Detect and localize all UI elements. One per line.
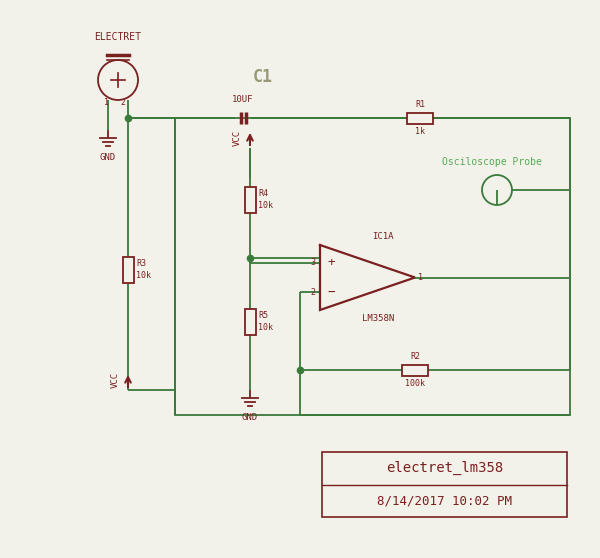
Bar [175, 118, 570, 415]
Text: R4: R4 [258, 190, 268, 199]
Text: ELECTRET: ELECTRET [95, 32, 142, 42]
Text: LM358N: LM358N [362, 314, 394, 323]
Text: R1: R1 [415, 100, 425, 109]
Text: 10k: 10k [136, 272, 151, 281]
Text: 3: 3 [310, 258, 315, 267]
Text: R3: R3 [136, 259, 146, 268]
Text: 1: 1 [418, 273, 423, 282]
Text: GND: GND [100, 153, 116, 162]
Text: VCC: VCC [233, 130, 242, 146]
Text: 10k: 10k [258, 201, 273, 210]
Text: +: + [327, 256, 335, 269]
Bar [322, 452, 567, 517]
Text: 1k: 1k [415, 127, 425, 136]
Bar [407, 113, 433, 123]
Text: VCC: VCC [111, 372, 120, 388]
Text: electret_lm358: electret_lm358 [386, 461, 503, 475]
Text: IC1A: IC1A [372, 232, 394, 241]
Text: C1: C1 [253, 68, 273, 86]
Text: 8/14/2017 10:02 PM: 8/14/2017 10:02 PM [377, 494, 512, 507]
Text: 2: 2 [310, 288, 315, 297]
Bar [245, 187, 256, 213]
Text: R5: R5 [258, 311, 268, 320]
Text: 10UF: 10UF [232, 95, 254, 104]
Text: R2: R2 [410, 352, 420, 361]
Text: Osciloscope Probe: Osciloscope Probe [442, 157, 542, 167]
Text: 10k: 10k [258, 324, 273, 333]
Bar [245, 309, 256, 335]
Text: 100k: 100k [405, 379, 425, 388]
Text: 2: 2 [120, 98, 125, 107]
Text: GND: GND [242, 413, 258, 422]
Circle shape [98, 60, 138, 100]
Bar [402, 364, 428, 376]
Text: 1: 1 [104, 98, 109, 107]
Text: −: − [327, 286, 335, 299]
Bar [122, 257, 133, 283]
